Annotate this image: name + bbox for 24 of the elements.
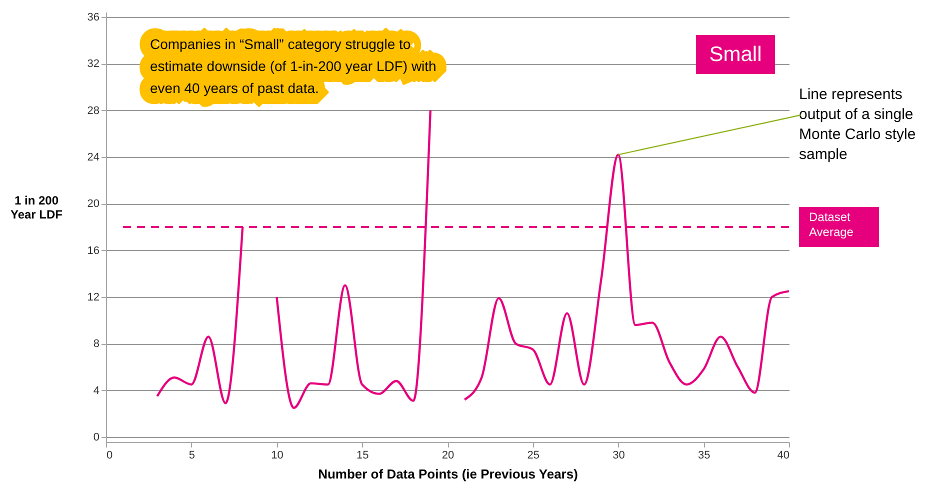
- y-tick-label: 16: [87, 244, 100, 257]
- ref-line-label: Dataset Average: [809, 210, 854, 239]
- x-tick-label: 15: [356, 450, 369, 462]
- annotation: Small: [709, 43, 762, 66]
- x-tick-label: 30: [612, 450, 625, 462]
- y-tick-label: 8: [93, 338, 100, 350]
- y-tick-label: 20: [87, 198, 100, 210]
- y-tick-label: 12: [87, 292, 100, 304]
- x-tick-label: 25: [527, 450, 540, 462]
- y-tick-label: 28: [87, 104, 100, 117]
- y-tick-label: 4: [93, 384, 100, 397]
- y-axis-title: 1 in 200 Year LDF: [10, 194, 63, 222]
- x-tick-label: 40: [777, 450, 790, 462]
- y-tick-label: 32: [87, 58, 100, 70]
- y-tick-label: 24: [87, 152, 100, 164]
- annotation: Line represents output of a single Monte Carlo style sample: [799, 86, 916, 163]
- x-axis-title: Number of Data Points (ie Previous Years): [318, 466, 578, 482]
- x-tick-label: 20: [442, 450, 454, 462]
- x-tick-label: 35: [698, 450, 710, 462]
- x-tick-label: 5: [188, 450, 195, 462]
- y-tick-label: 36: [87, 12, 100, 24]
- x-tick-label: 10: [271, 450, 284, 462]
- x-tick-label: 0: [106, 450, 113, 462]
- y-tick-label: 0: [93, 432, 100, 444]
